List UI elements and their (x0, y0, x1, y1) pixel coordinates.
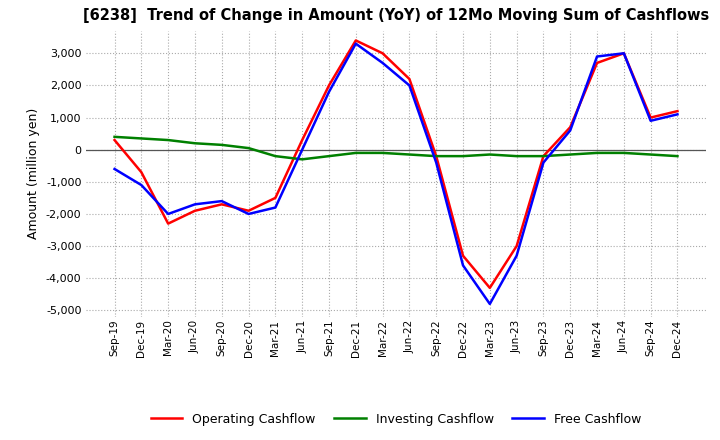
Free Cashflow (539, 160, 548, 165)
Operating Cashflow (619, 51, 628, 56)
Investing Cashflow (351, 150, 360, 156)
Investing Cashflow (539, 154, 548, 159)
Operating Cashflow (325, 83, 333, 88)
Investing Cashflow (593, 150, 601, 156)
Investing Cashflow (378, 150, 387, 156)
Free Cashflow (244, 211, 253, 216)
Operating Cashflow (110, 137, 119, 143)
Free Cashflow (485, 301, 494, 307)
Operating Cashflow (485, 285, 494, 290)
Line: Operating Cashflow: Operating Cashflow (114, 40, 678, 288)
Operating Cashflow (539, 154, 548, 159)
Y-axis label: Amount (million yen): Amount (million yen) (27, 108, 40, 239)
Investing Cashflow (137, 136, 145, 141)
Line: Investing Cashflow: Investing Cashflow (114, 137, 678, 159)
Investing Cashflow (459, 154, 467, 159)
Operating Cashflow (405, 77, 414, 82)
Operating Cashflow (271, 195, 279, 201)
Free Cashflow (405, 83, 414, 88)
Investing Cashflow (110, 134, 119, 139)
Operating Cashflow (217, 202, 226, 207)
Investing Cashflow (619, 150, 628, 156)
Free Cashflow (513, 253, 521, 258)
Investing Cashflow (298, 157, 307, 162)
Title: [6238]  Trend of Change in Amount (YoY) of 12Mo Moving Sum of Cashflows: [6238] Trend of Change in Amount (YoY) o… (83, 7, 709, 23)
Free Cashflow (325, 89, 333, 95)
Operating Cashflow (432, 154, 441, 159)
Investing Cashflow (244, 146, 253, 151)
Free Cashflow (619, 51, 628, 56)
Free Cashflow (673, 112, 682, 117)
Operating Cashflow (137, 169, 145, 175)
Operating Cashflow (164, 221, 173, 226)
Investing Cashflow (271, 154, 279, 159)
Free Cashflow (137, 183, 145, 188)
Investing Cashflow (485, 152, 494, 157)
Free Cashflow (459, 263, 467, 268)
Investing Cashflow (432, 154, 441, 159)
Legend: Operating Cashflow, Investing Cashflow, Free Cashflow: Operating Cashflow, Investing Cashflow, … (146, 408, 646, 431)
Operating Cashflow (378, 51, 387, 56)
Free Cashflow (593, 54, 601, 59)
Operating Cashflow (244, 208, 253, 213)
Investing Cashflow (217, 142, 226, 147)
Operating Cashflow (298, 137, 307, 143)
Free Cashflow (298, 147, 307, 152)
Free Cashflow (351, 41, 360, 46)
Investing Cashflow (325, 154, 333, 159)
Investing Cashflow (566, 152, 575, 157)
Free Cashflow (432, 160, 441, 165)
Investing Cashflow (513, 154, 521, 159)
Free Cashflow (271, 205, 279, 210)
Operating Cashflow (647, 115, 655, 120)
Operating Cashflow (191, 208, 199, 213)
Operating Cashflow (513, 243, 521, 249)
Investing Cashflow (164, 137, 173, 143)
Investing Cashflow (673, 154, 682, 159)
Operating Cashflow (673, 109, 682, 114)
Investing Cashflow (647, 152, 655, 157)
Free Cashflow (378, 60, 387, 66)
Operating Cashflow (351, 38, 360, 43)
Free Cashflow (647, 118, 655, 123)
Operating Cashflow (566, 125, 575, 130)
Investing Cashflow (191, 141, 199, 146)
Free Cashflow (164, 211, 173, 216)
Operating Cashflow (459, 253, 467, 258)
Investing Cashflow (405, 152, 414, 157)
Line: Free Cashflow: Free Cashflow (114, 44, 678, 304)
Free Cashflow (191, 202, 199, 207)
Free Cashflow (217, 198, 226, 204)
Operating Cashflow (593, 60, 601, 66)
Free Cashflow (566, 128, 575, 133)
Free Cashflow (110, 166, 119, 172)
